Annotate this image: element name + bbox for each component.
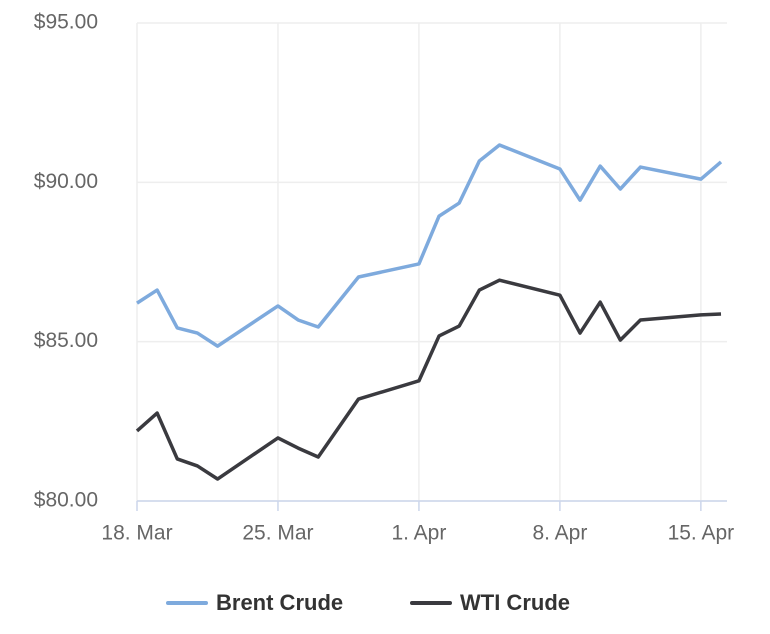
y-tick-label: $80.00: [34, 489, 98, 512]
series-line: [136, 143, 723, 348]
y-tick-label: $85.00: [34, 329, 98, 352]
legend-label: WTI Crude: [460, 590, 570, 615]
y-tick-label: $95.00: [34, 11, 98, 34]
y-tick-label: $90.00: [34, 170, 98, 193]
x-tick-label: 15. Apr: [668, 522, 735, 545]
x-tick-label: 8. Apr: [532, 522, 587, 545]
x-tick-label: 18. Mar: [101, 522, 172, 545]
series-line: [135, 278, 722, 481]
x-tick-label: 25. Mar: [242, 522, 313, 545]
x-tick-label: 1. Apr: [391, 522, 446, 545]
legend-label: Brent Crude: [216, 590, 343, 615]
